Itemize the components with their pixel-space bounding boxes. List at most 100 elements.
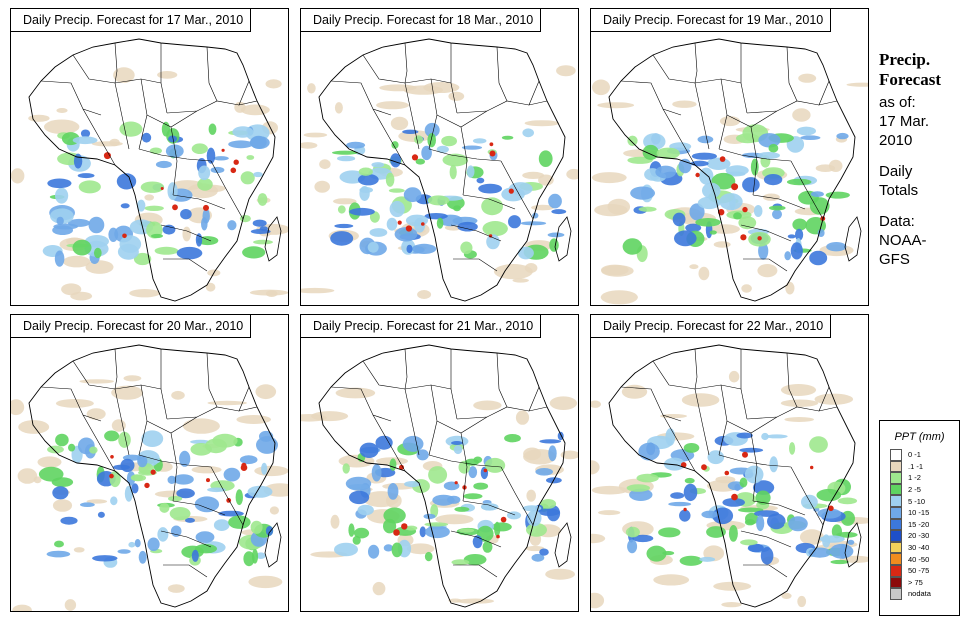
precip-cell (416, 449, 429, 461)
asof-date-line-1: 17 Mar. (879, 113, 930, 130)
precip-cell (210, 166, 225, 174)
precip-cell (591, 172, 627, 184)
precip-cell (725, 165, 749, 176)
legend-swatch (890, 564, 902, 577)
precip-cell (133, 252, 152, 266)
legend-swatch (890, 495, 902, 507)
country-border (496, 46, 508, 102)
precip-cell (53, 223, 79, 230)
precip-cell (116, 173, 137, 190)
precip-cell (798, 73, 817, 83)
precip-cell (591, 460, 600, 475)
precip-cell (625, 526, 640, 538)
precip-cell (137, 199, 146, 212)
precip-cell (70, 291, 93, 301)
precip-cell (18, 420, 50, 434)
precip-cell (451, 559, 470, 566)
precip-cell (253, 171, 263, 178)
precip-cell (685, 223, 702, 232)
precip-cell (246, 155, 255, 160)
legend-label: nodata (908, 589, 931, 599)
precip-cell (695, 218, 721, 227)
precip-cell (678, 158, 692, 174)
precip-cell (684, 477, 695, 484)
country-border (114, 42, 118, 84)
precip-cell (522, 505, 542, 512)
precip-cell (825, 191, 850, 199)
country-border (694, 388, 710, 456)
precip-cell (701, 510, 718, 519)
precip-cell (466, 165, 475, 178)
precip-cell (691, 152, 717, 160)
precip-cell (250, 229, 271, 234)
country-border (428, 454, 502, 468)
precip-cell (140, 181, 165, 193)
precip-cell (441, 135, 457, 147)
precip-cell (600, 290, 638, 305)
precip-cell (504, 434, 521, 443)
heavy-precip-cell (240, 464, 248, 471)
precip-cell (369, 211, 380, 223)
precip-cell (757, 264, 778, 278)
precip-cell (738, 507, 764, 513)
precip-cell (54, 250, 65, 267)
precip-cell (394, 227, 418, 242)
heavy-precip-cell (483, 468, 488, 473)
precip-cell (367, 241, 379, 253)
precip-cell (411, 243, 437, 254)
country-border (750, 126, 758, 196)
heavy-precip-cell (401, 523, 408, 530)
precip-cell (456, 598, 495, 604)
data-source-line-3: GFS (879, 251, 910, 268)
precip-cell (213, 156, 229, 161)
precip-cell (484, 457, 506, 473)
precip-cell (748, 543, 764, 553)
heavy-precip-cell (810, 465, 814, 470)
heavy-precip-cell (683, 507, 687, 512)
precip-cell (182, 226, 191, 242)
precip-cell (249, 289, 288, 296)
precip-cell (171, 390, 185, 400)
precip-cell (795, 228, 804, 241)
country-border (740, 349, 748, 420)
precip-cell (517, 246, 534, 260)
legend-item: nodata (890, 588, 959, 600)
precip-cell (375, 435, 393, 450)
precip-cell (243, 551, 255, 567)
country-border (453, 258, 498, 272)
madagascar-outline (264, 522, 282, 568)
precip-field (301, 387, 578, 604)
precip-cell (194, 496, 220, 513)
precip-cell (337, 155, 356, 162)
precip-cell (551, 209, 567, 215)
heavy-precip-cell (109, 473, 114, 479)
data-source-line-2: NOAA- (879, 232, 927, 249)
precip-cell (733, 212, 742, 220)
precip-cell (332, 150, 358, 155)
heavy-precip-cell (724, 470, 730, 476)
precip-cell (767, 513, 786, 530)
precip-cell (111, 385, 143, 400)
precip-cell (539, 548, 549, 556)
country-border (528, 80, 548, 106)
precip-cell (54, 540, 64, 548)
precip-cell (508, 182, 533, 196)
africa-coastline (318, 38, 566, 302)
precip-cell (689, 264, 699, 270)
precip-cell (424, 213, 448, 220)
legend-item: 10 -15 (890, 506, 959, 519)
precip-cell (719, 116, 741, 127)
legend-item: 2 -5 (890, 483, 959, 496)
precip-cell (37, 456, 62, 468)
precip-cell (253, 239, 273, 245)
precip-cell (594, 204, 628, 217)
heavy-precip-cell (411, 154, 419, 161)
precip-cell (817, 508, 842, 519)
country-border (450, 43, 458, 114)
precip-cell (353, 527, 370, 539)
precip-cell (830, 559, 849, 565)
precip-cell (94, 247, 102, 259)
precip-cell (47, 445, 64, 454)
precip-cell (176, 246, 203, 260)
heavy-precip-cell (454, 481, 458, 485)
